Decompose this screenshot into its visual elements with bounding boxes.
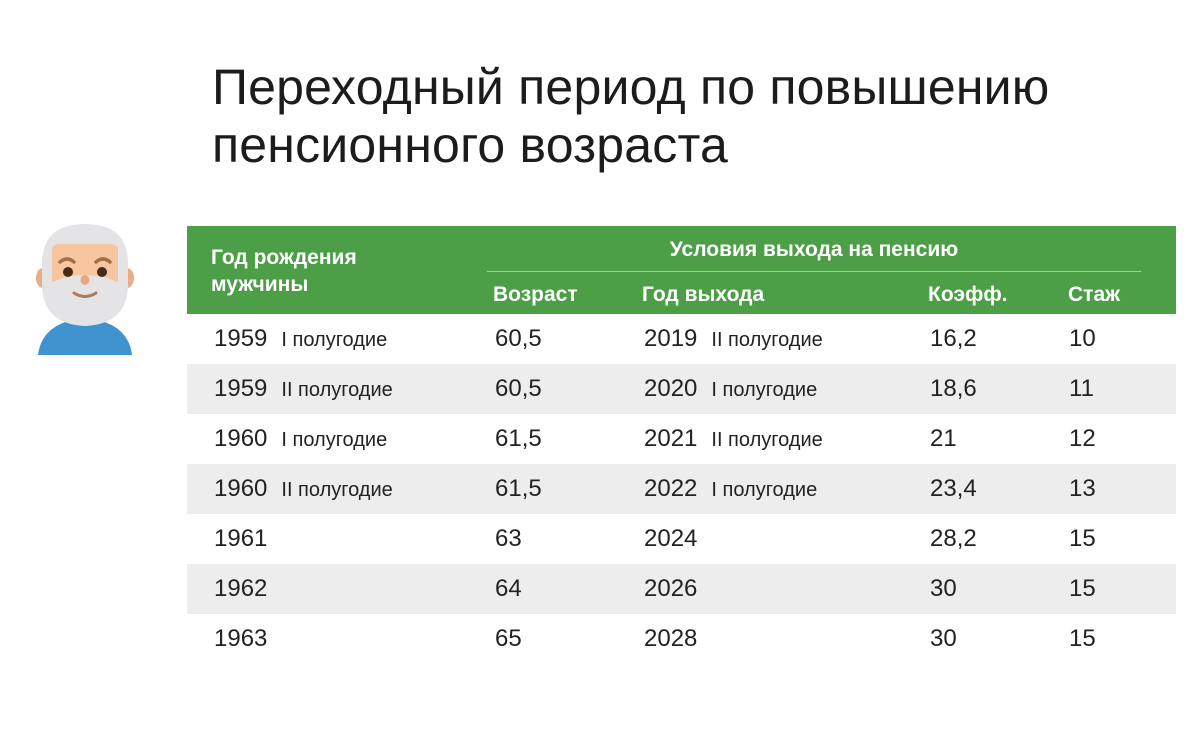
table-row: 1959 I полугодие 60,5 2019 II полугодие 16…	[187, 314, 1176, 364]
birth-year: 1959	[214, 375, 268, 402]
birth-year: 1959	[214, 325, 268, 352]
birth-year: 1962	[214, 575, 268, 602]
age: 61,5	[495, 475, 542, 502]
retire-half: II полугодие	[711, 329, 823, 351]
retire-half: I полугодие	[711, 479, 818, 501]
retire-year: 2022	[644, 475, 698, 502]
birth-half: II полугодие	[281, 379, 393, 401]
birth-year: 1960	[214, 425, 268, 452]
table-row: 1961 63 2024 28,2 15	[187, 514, 1176, 564]
retire-year: 2024	[644, 525, 698, 552]
table-row: 1960 II полугодие 61,5 2022 I полугодие 23…	[187, 464, 1176, 514]
retire-half: II полугодие	[711, 429, 823, 451]
table-row: 1960 I полугодие 61,5 2021 II полугодие 21…	[187, 414, 1176, 464]
birth-half: I полугодие	[281, 429, 388, 451]
coefficient: 23,4	[930, 475, 977, 502]
retire-year: 2028	[644, 625, 698, 652]
retire-half: I полугодие	[711, 379, 818, 401]
age: 63	[495, 525, 522, 552]
coef-column-header: Коэфф.	[928, 283, 1008, 306]
birth-year: 1960	[214, 475, 268, 502]
experience: 13	[1069, 475, 1096, 502]
birth-year: 1963	[214, 625, 268, 652]
coefficient: 18,6	[930, 375, 977, 402]
retire-year: 2019	[644, 325, 698, 352]
retire-year: 2026	[644, 575, 698, 602]
age: 60,5	[495, 325, 542, 352]
birth-half: II полугодие	[281, 479, 393, 501]
age: 61,5	[495, 425, 542, 452]
title-line-2: пенсионного возраста	[212, 117, 729, 173]
table-header: Год рождения мужчины Условия выхода на п…	[187, 226, 1176, 314]
coefficient: 16,2	[930, 325, 977, 352]
retirement-table: Год рождения мужчины Условия выхода на п…	[187, 226, 1176, 664]
age: 64	[495, 575, 522, 602]
experience: 15	[1069, 575, 1096, 602]
birth-half: I полугодие	[281, 329, 388, 351]
page-title: Переходный период по повышению пенсионно…	[212, 58, 1049, 174]
retire-year: 2020	[644, 375, 698, 402]
conditions-group-header: Условия выхода на пенсию	[669, 238, 959, 261]
table-row: 1962 64 2026 30 15	[187, 564, 1176, 614]
table-row: 1959 II полугодие 60,5 2020 I полугодие 18…	[187, 364, 1176, 414]
birth-year-header: Год рождения мужчины	[211, 246, 357, 296]
year-column-header: Год выхода	[642, 283, 765, 306]
elderly-man-icon	[34, 220, 136, 360]
experience: 15	[1069, 625, 1096, 652]
age-column-header: Возраст	[493, 283, 578, 306]
experience: 15	[1069, 525, 1096, 552]
experience: 12	[1069, 425, 1096, 452]
experience: 11	[1069, 375, 1094, 402]
header-divider	[487, 271, 1141, 272]
coefficient: 28,2	[930, 525, 977, 552]
title-line-1: Переходный период по повышению	[212, 59, 1050, 115]
age: 65	[495, 625, 522, 652]
coefficient: 21	[930, 425, 957, 452]
birth-year: 1961	[214, 525, 268, 552]
coefficient: 30	[930, 625, 957, 652]
retire-year: 2021	[644, 425, 698, 452]
age: 60,5	[495, 375, 542, 402]
experience: 10	[1069, 325, 1096, 352]
table-row: 1963 65 2028 30 15	[187, 614, 1176, 664]
experience-column-header: Стаж	[1068, 283, 1121, 306]
coefficient: 30	[930, 575, 957, 602]
